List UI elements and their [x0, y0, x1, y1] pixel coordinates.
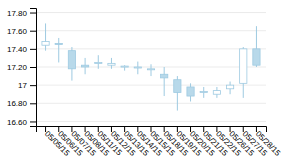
candle [240, 47, 247, 98]
wick [164, 67, 165, 96]
grid [36, 13, 266, 122]
y-tick: 17 [18, 81, 36, 90]
candle [213, 87, 220, 98]
body [200, 92, 207, 93]
candle [95, 55, 102, 69]
grid-line [36, 48, 266, 49]
candle [42, 23, 49, 50]
body [108, 63, 115, 65]
candle [81, 58, 88, 74]
y-tick-mark [30, 49, 36, 50]
y-tick-label: 17.80 [7, 9, 28, 18]
y-tick-label: 16.60 [7, 118, 28, 127]
x-tick-mark [203, 126, 204, 132]
grid-line [36, 103, 266, 104]
body [161, 74, 168, 78]
body [226, 85, 233, 89]
candle [121, 65, 128, 70]
candle [226, 82, 233, 95]
y-tick: 16.80 [7, 99, 36, 108]
x-tick-mark [58, 126, 59, 132]
y-tick-label: 16.80 [7, 99, 28, 108]
body [147, 69, 154, 70]
grid-line [36, 121, 266, 122]
body [42, 42, 49, 46]
body [187, 87, 194, 96]
wick [98, 55, 99, 69]
candle [134, 62, 141, 75]
candle [200, 87, 207, 98]
y-tick-mark [30, 121, 36, 122]
y-tick: 17.40 [7, 45, 36, 54]
x-tick-mark [71, 126, 72, 132]
y-tick: 17.60 [7, 27, 36, 36]
y-tick-mark [30, 67, 36, 68]
candle [187, 83, 194, 101]
x-tick: 05/28/15 [254, 126, 283, 158]
x-tick-mark [151, 126, 152, 132]
x-tick-mark [256, 126, 257, 132]
y-tick: 17.80 [7, 9, 36, 18]
candle [55, 38, 62, 63]
body [134, 67, 141, 68]
wick [58, 38, 59, 63]
body [174, 80, 181, 93]
y-tick-label: 17.40 [7, 45, 28, 54]
x-tick-mark [216, 126, 217, 132]
x-axis: 05/05/1505/06/1505/07/1505/08/1505/11/15… [37, 126, 283, 158]
x-tick-mark [45, 126, 46, 132]
x-tick-mark [85, 126, 86, 132]
candle [161, 67, 168, 96]
wick [45, 23, 46, 50]
y-axis-line [30, 9, 37, 127]
x-tick-mark [98, 126, 99, 132]
x-tick-mark [124, 126, 125, 132]
grid-line [36, 30, 266, 31]
body [253, 49, 260, 65]
candle [253, 26, 260, 67]
x-tick-mark [243, 126, 244, 132]
x-tick-mark [137, 126, 138, 132]
candle [68, 47, 75, 81]
y-tick-label: 17.20 [7, 63, 28, 72]
body [68, 51, 75, 69]
x-tick-mark [230, 126, 231, 132]
chart: 16.60 16.80 17 17.20 17.40 17.60 17.80 05/05/15… [0, 0, 300, 168]
candle [174, 76, 181, 110]
body [121, 66, 128, 67]
y-tick-mark [30, 103, 36, 104]
x-tick-mark [190, 126, 191, 132]
x-tick-mark [111, 126, 112, 132]
candle [147, 64, 154, 76]
body [240, 49, 247, 83]
y-tick: 16.60 [7, 118, 36, 127]
y-tick-mark [30, 31, 36, 32]
x-tick-mark [164, 126, 165, 132]
candle [108, 58, 115, 69]
plot-area [42, 23, 260, 110]
y-tick: 17.20 [7, 63, 36, 72]
x-tick-mark [177, 126, 178, 132]
grid-line [36, 12, 266, 13]
y-tick-label: 17.60 [7, 27, 28, 36]
body [95, 62, 102, 63]
body [81, 65, 88, 67]
y-axis: 16.60 16.80 17 17.20 17.40 17.60 17.80 [7, 9, 37, 127]
body [213, 91, 220, 95]
x-tick-label: 05/28/15 [254, 129, 283, 158]
y-tick-mark [30, 85, 36, 86]
y-tick-label: 17 [18, 81, 27, 90]
y-tick-mark [30, 13, 36, 14]
body [55, 43, 62, 44]
